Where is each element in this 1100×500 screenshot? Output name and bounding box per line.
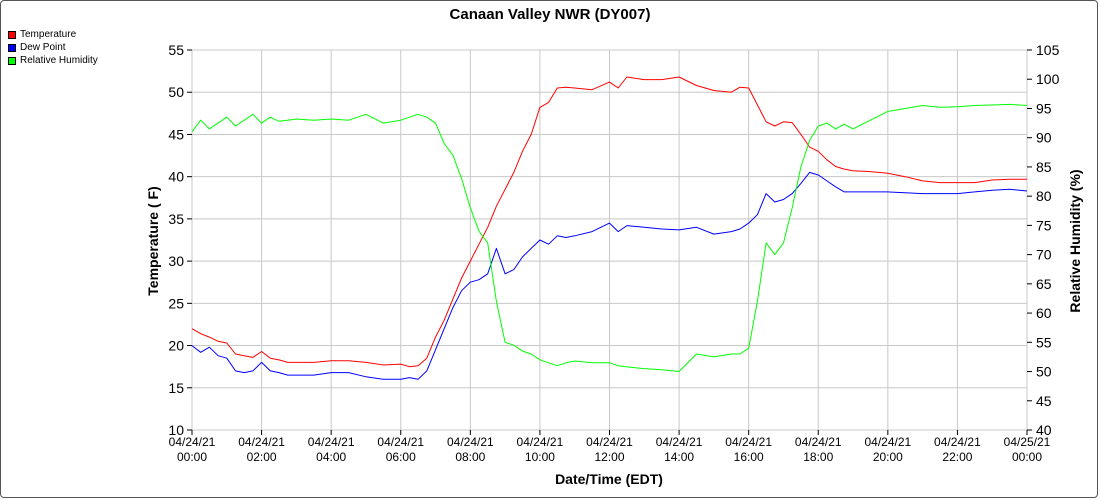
series-line-dew-point bbox=[191, 171, 1028, 380]
y-tick-label-right: 55 bbox=[1036, 334, 1052, 350]
y-tick-label-right: 65 bbox=[1036, 276, 1052, 292]
x-tick-label-time: 16:00 bbox=[734, 450, 764, 464]
x-tick-label-time: 20:00 bbox=[873, 450, 903, 464]
x-tick-label-time: 00:00 bbox=[1012, 450, 1042, 464]
x-tick-label-time: 00:00 bbox=[177, 450, 207, 464]
y-tick-label-right: 75 bbox=[1036, 217, 1052, 233]
legend-swatch-relative-humidity bbox=[8, 56, 16, 65]
x-tick-label-time: 22:00 bbox=[942, 450, 972, 464]
grid bbox=[191, 49, 1028, 431]
y-tick-label-left: 35 bbox=[168, 211, 184, 227]
y-tick-label-left: 45 bbox=[168, 126, 184, 142]
y-tick-label-left: 20 bbox=[168, 338, 184, 354]
legend-item-temperature: Temperature bbox=[8, 28, 98, 41]
y-tick-label-left: 55 bbox=[168, 42, 184, 58]
x-tick-label-date: 04/24/21 bbox=[934, 435, 981, 449]
legend-label-dew-point: Dew Point bbox=[20, 42, 66, 53]
x-tick-label-time: 04:00 bbox=[316, 450, 346, 464]
axes: 10 15 20 25 30 35 40 45 50 55 40 45 50 55 60 65 70 75 80 85… bbox=[168, 42, 1059, 464]
y-tick-label-left: 25 bbox=[168, 295, 184, 311]
x-tick-label-date: 04/24/21 bbox=[447, 435, 494, 449]
x-tick-label-time: 02:00 bbox=[247, 450, 277, 464]
y-tick-label-right: 95 bbox=[1036, 100, 1052, 116]
y-tick-label-left: 15 bbox=[168, 380, 184, 396]
x-tick-label-time: 08:00 bbox=[455, 450, 485, 464]
legend: Temperature Dew Point Relative Humidity bbox=[8, 28, 98, 67]
y-tick-label-right: 70 bbox=[1036, 247, 1052, 263]
legend-label-relative-humidity: Relative Humidity bbox=[20, 55, 98, 66]
x-tick-label-time: 18:00 bbox=[803, 450, 833, 464]
x-tick-label-date: 04/24/21 bbox=[864, 435, 911, 449]
y-tick-label-left: 40 bbox=[168, 169, 184, 185]
y-tick-label-right: 100 bbox=[1036, 71, 1060, 87]
x-tick-label-date: 04/24/21 bbox=[238, 435, 285, 449]
x-tick-label-date: 04/25/21 bbox=[1004, 435, 1051, 449]
series-lines bbox=[191, 76, 1028, 380]
y-tick-label-right: 105 bbox=[1036, 42, 1060, 58]
x-tick-label-time: 06:00 bbox=[386, 450, 416, 464]
x-axis-label: Date/Time (EDT) bbox=[555, 471, 663, 487]
legend-item-dew-point: Dew Point bbox=[8, 41, 98, 54]
chart-title: Canaan Valley NWR (DY007) bbox=[450, 6, 651, 23]
x-tick-label-date: 04/24/21 bbox=[795, 435, 842, 449]
legend-label-temperature: Temperature bbox=[20, 29, 77, 40]
series-line-relative-humidity bbox=[191, 103, 1028, 372]
x-tick-label-date: 04/24/21 bbox=[377, 435, 424, 449]
x-tick-label-date: 04/24/21 bbox=[725, 435, 772, 449]
x-tick-label-time: 10:00 bbox=[525, 450, 555, 464]
x-tick-label-date: 04/24/21 bbox=[586, 435, 633, 449]
x-tick-label-time: 14:00 bbox=[664, 450, 694, 464]
x-tick-label-date: 04/24/21 bbox=[517, 435, 564, 449]
y-tick-label-right: 90 bbox=[1036, 130, 1052, 146]
y-tick-label-right: 85 bbox=[1036, 159, 1052, 175]
y-tick-label-left: 10 bbox=[168, 422, 184, 438]
y-axis-label-left: Temperature ( F) bbox=[145, 186, 161, 295]
x-tick-label-date: 04/24/21 bbox=[308, 435, 355, 449]
x-tick-label-date: 04/24/21 bbox=[656, 435, 703, 449]
y-tick-label-left: 30 bbox=[168, 253, 184, 269]
x-tick-label-time: 12:00 bbox=[594, 450, 624, 464]
y-tick-label-right: 60 bbox=[1036, 305, 1052, 321]
series-line-temperature bbox=[191, 76, 1027, 368]
y-tick-label-right: 50 bbox=[1036, 364, 1052, 380]
y-tick-label-right: 45 bbox=[1036, 393, 1052, 409]
x-tick-label-date: 04/24/21 bbox=[169, 435, 216, 449]
legend-swatch-temperature bbox=[8, 30, 16, 39]
legend-item-relative-humidity: Relative Humidity bbox=[8, 54, 98, 67]
y-tick-label-right: 40 bbox=[1036, 422, 1052, 438]
y-tick-label-left: 50 bbox=[168, 84, 184, 100]
y-axis-label-right: Relative Humidity (%) bbox=[1067, 169, 1083, 312]
y-tick-label-right: 80 bbox=[1036, 188, 1052, 204]
legend-swatch-dew-point bbox=[8, 43, 16, 52]
